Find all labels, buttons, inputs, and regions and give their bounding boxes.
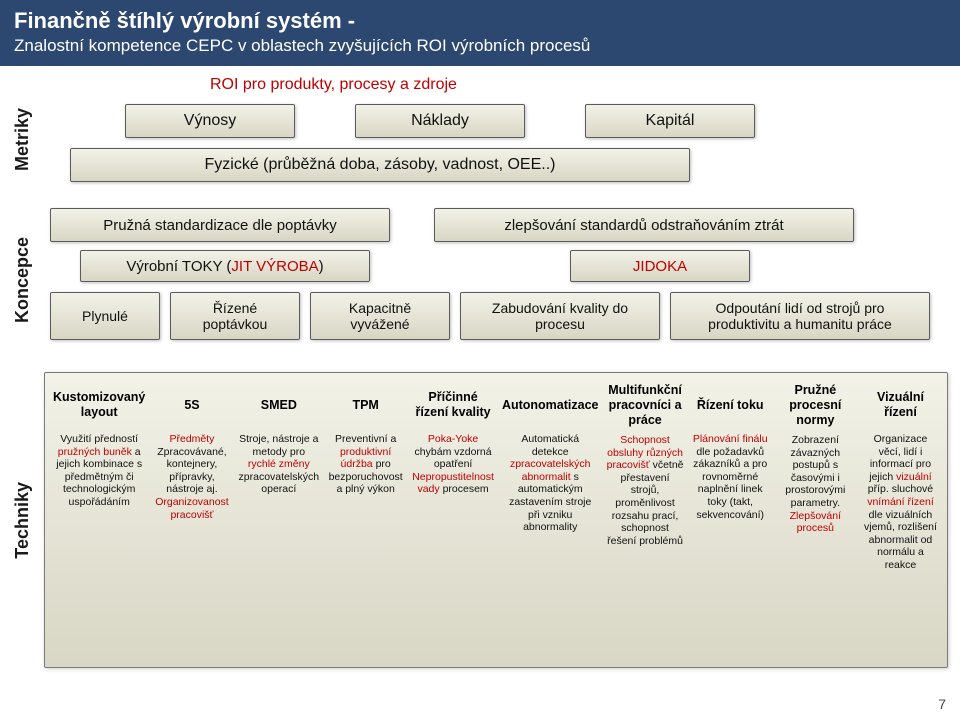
tech-col-title-7: Řízení toku xyxy=(697,383,764,427)
tech-col-7: Řízení toku Plánování finálu dle požadavk… xyxy=(690,379,771,661)
tech-col-title-3: TPM xyxy=(352,383,378,427)
box-naklady: Náklady xyxy=(355,104,525,138)
tech-col-title-6: Multifunkční pracovníci a práce xyxy=(606,383,683,428)
tech-text-span: zpracovatelských operací xyxy=(239,471,320,496)
tech-col-body-1: Předměty Zpracovávané, kontejnery, přípr… xyxy=(153,433,230,521)
tech-text-span: Předměty xyxy=(169,433,214,445)
roi-pre: ROI xyxy=(210,76,243,93)
tech-col-6: Multifunkční pracovníci a práce Schopnost… xyxy=(604,379,685,661)
vyrobni-toky-pre: Výrobní TOKY ( xyxy=(126,258,231,275)
box-rizene-poptavkou: Řízené poptávkou xyxy=(170,292,300,340)
metrics-row1: Výnosy Náklady Kapitál xyxy=(125,104,755,138)
tech-text-span: Preventivní a xyxy=(335,433,396,445)
tech-text-span: chybám vzdorná opatření xyxy=(415,446,492,471)
page-number: 7 xyxy=(938,696,946,712)
tech-col-4: Příčinné řízení kvality Poka-Yoke chybám … xyxy=(410,379,496,661)
tech-text-span: dle požadavků zákazníků a pro rovnoměrné… xyxy=(693,446,767,521)
tech-col-8: Pružné procesní normy Zobrazení závazných… xyxy=(775,379,856,661)
tech-col-9: Vizuální řízení Organizace věcí, lidí i i… xyxy=(860,379,941,661)
roi-post: pro produkty, procesy a zdroje xyxy=(243,76,457,93)
box-vynosy: Výnosy xyxy=(125,104,295,138)
tech-col-title-9: Vizuální řízení xyxy=(862,383,939,427)
vlabel-techniky-wrap: Techniky xyxy=(8,420,36,620)
box-kapacitne-vyvazene: Kapacitně vyvážené xyxy=(310,292,450,340)
tech-col-body-9: Organizace věcí, lidí i informací pro je… xyxy=(862,433,939,572)
tech-text-span: Zobrazení závazných postupů s časovými i… xyxy=(785,434,845,509)
vyrobni-toky-red: JIT VÝROBA xyxy=(231,258,318,275)
page-subtitle: Znalostní kompetence CEPC v oblastech zv… xyxy=(14,36,946,56)
vlabel-koncepce: Koncepce xyxy=(12,237,33,323)
koncepce-row2: Výrobní TOKY (JIT VÝROBA ) JIDOKA xyxy=(80,250,750,282)
vlabel-metriky: Metriky xyxy=(12,108,33,171)
tech-text-span: dle vizuálních vjemů, rozlišení abnormal… xyxy=(864,509,937,571)
tech-text-span: Stroje, nástroje a metody pro xyxy=(239,433,318,458)
box-odpoutani-lidi: Odpoutání lidí od strojů pro produktivit… xyxy=(670,292,930,340)
tech-col-title-4: Příčinné řízení kvality xyxy=(412,383,494,427)
tech-col-5: Autonomatizace Automatická detekce zpraco… xyxy=(500,379,601,661)
box-zabudovani-kvality: Zabudování kvality do procesu xyxy=(460,292,660,340)
tech-col-body-7: Plánování finálu dle požadavků zákazníků… xyxy=(692,433,769,521)
tech-col-title-5: Autonomatizace xyxy=(502,383,599,427)
tech-col-body-0: Využití předností pružných buněk a jejic… xyxy=(53,433,145,509)
tech-col-0: Kustomizovaný layout Využití předností pr… xyxy=(51,379,147,661)
vlabel-metriky-wrap: Metriky xyxy=(8,90,36,190)
tech-col-title-2: SMED xyxy=(261,383,297,427)
metrics-row2: Fyzické (průběžná doba, zásoby, vadnost,… xyxy=(70,148,690,182)
header: Finančně štíhlý výrobní systém - Znalost… xyxy=(0,0,960,66)
tech-text-span: Zpracovávané, kontejnery, přípravky, nás… xyxy=(157,446,226,496)
vlabel-koncepce-wrap: Koncepce xyxy=(8,210,36,350)
tech-text-span: vnímání řízení xyxy=(867,496,934,508)
koncepce-row3: Plynulé Řízené poptávkou Kapacitně vyváž… xyxy=(50,292,930,340)
tech-col-title-1: 5S xyxy=(184,383,199,427)
box-plynule: Plynulé xyxy=(50,292,160,340)
box-vyrobni-toky: Výrobní TOKY (JIT VÝROBA ) xyxy=(80,250,370,282)
page-title: Finančně štíhlý výrobní systém - xyxy=(14,8,946,34)
tech-col-title-8: Pružné procesní normy xyxy=(777,383,854,428)
tech-text-span: Využití předností xyxy=(60,433,138,445)
vyrobni-toky-post: ) xyxy=(319,258,324,275)
tech-text-span: rychlé změny xyxy=(248,458,310,470)
tech-text-span: příp. sluchové xyxy=(868,483,933,495)
tech-text-span: včetně přestavení strojů, proměnlivost r… xyxy=(607,459,683,547)
tech-text-span: procesem xyxy=(443,483,489,495)
tech-text-span: Zlepšování procesů xyxy=(790,510,841,535)
tech-col-body-3: Preventivní a produktivní údržba pro bez… xyxy=(327,433,404,496)
tech-col-title-0: Kustomizovaný layout xyxy=(53,383,145,427)
tech-text-span: pružných buněk xyxy=(58,446,135,458)
box-jidoka: JIDOKA xyxy=(570,250,750,282)
tech-text-span: Automatická detekce xyxy=(521,433,579,458)
tech-text-span: Poka-Yoke xyxy=(428,433,478,445)
techniky-box: Kustomizovaný layout Využití předností pr… xyxy=(44,372,948,668)
tech-col-body-4: Poka-Yoke chybám vzdorná opatření Neprop… xyxy=(412,433,494,496)
box-kapital: Kapitál xyxy=(585,104,755,138)
tech-col-body-2: Stroje, nástroje a metody pro rychlé změ… xyxy=(239,433,320,496)
tech-text-span: Plánování finálu xyxy=(693,433,768,445)
tech-col-1: 5S Předměty Zpracovávané, kontejnery, pří… xyxy=(151,379,232,661)
koncepce-row1: Pružná standardizace dle poptávky zlepšo… xyxy=(50,208,854,242)
tech-col-body-6: Schopnost obsluhy různých pracovišť včet… xyxy=(606,434,683,547)
vlabel-techniky: Techniky xyxy=(12,482,33,559)
tech-col-body-8: Zobrazení závazných postupů s časovými i… xyxy=(777,434,854,535)
tech-text-span: Organizovanost pracovišť xyxy=(155,496,229,521)
box-fyzicke: Fyzické (průběžná doba, zásoby, vadnost,… xyxy=(70,148,690,182)
box-pruzna-standardizace: Pružná standardizace dle poptávky xyxy=(50,208,390,242)
tech-text-span: vizuální xyxy=(896,471,932,483)
tech-col-2: SMED Stroje, nástroje a metody pro rychlé… xyxy=(237,379,322,661)
tech-col-3: TPM Preventivní a produktivní údržba pro … xyxy=(325,379,406,661)
tech-col-body-5: Automatická detekce zpracovatelských abn… xyxy=(502,433,599,534)
box-zlepsovani-standardu: zlepšování standardů odstraňováním ztrát xyxy=(434,208,854,242)
roi-label: ROI pro produkty, procesy a zdroje xyxy=(210,76,457,94)
